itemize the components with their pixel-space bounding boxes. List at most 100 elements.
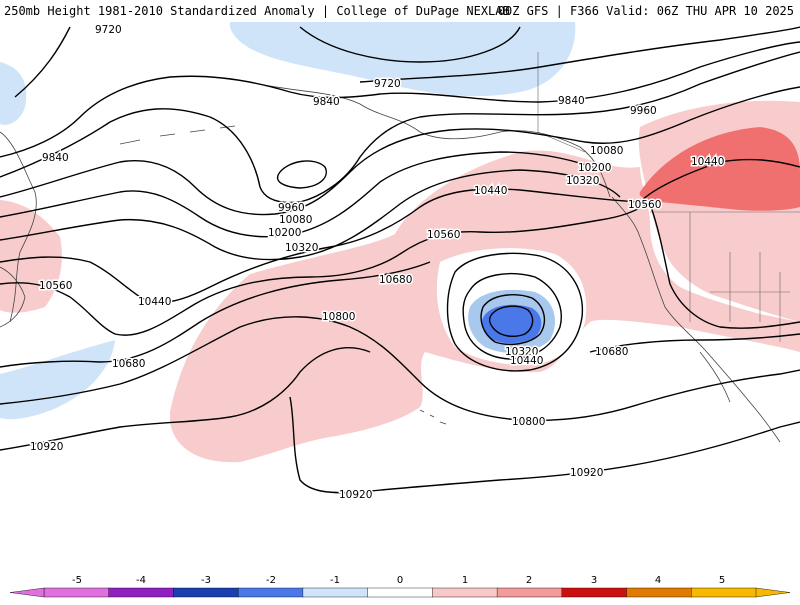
negative-anomaly-area-north: [229, 22, 576, 97]
contour-label: 10440: [474, 185, 507, 197]
contour-low-outer: [446, 252, 584, 372]
contour-label: 10200: [268, 227, 301, 239]
colorbar-segment: [367, 587, 434, 598]
canada-border: [537, 52, 586, 153]
colorbar-tick-label: -3: [201, 575, 211, 586]
baja-california: [699, 351, 731, 403]
us-state-borders: [650, 211, 800, 342]
anomaly-colorbar: -5 -4 -3 -2 -1 0 1 2 3 4 5: [0, 572, 800, 600]
colorbar-tick-label: -2: [266, 575, 276, 586]
height-contours: [0, 26, 800, 494]
contour-label: 10080: [279, 214, 312, 226]
positive-anomaly-area-west: [0, 200, 62, 313]
contour-label: 10320: [505, 346, 538, 358]
contour-10680-b: [589, 333, 800, 353]
colorbar-tick-label: -4: [136, 575, 146, 586]
contour-label: 9720: [95, 24, 122, 36]
map-title: 250mb Height 1981-2010 Standardized Anom…: [4, 4, 510, 18]
contour-label: 9840: [313, 96, 340, 108]
colorbar-segment: [561, 587, 628, 598]
contour-9960-main: [0, 51, 800, 204]
contour-label: 10560: [39, 280, 72, 292]
model-valid-time: 00Z GFS | F366 Valid: 06Z THU APR 10 202…: [497, 4, 794, 18]
colorbar-segment: [173, 587, 239, 598]
contour-9840-a: [0, 41, 800, 158]
contour-label: 10440: [510, 355, 543, 367]
colorbar-tick-label: 4: [655, 575, 661, 586]
colorbar-tick-label: 1: [462, 575, 468, 586]
contour-10920-b: [289, 396, 800, 494]
contour-label: 10560: [628, 199, 661, 211]
colorbar-ticks: -5 -4 -3 -2 -1 0 1 2 3 4 5: [72, 575, 725, 586]
contour-label: 10680: [379, 274, 412, 286]
map-canvas: 9720 9720 9840 9840 9840 9960 9960 10080…: [0, 22, 800, 503]
contour-label: 10440: [138, 296, 171, 308]
colorbar-arrow-low: [9, 587, 45, 598]
contour-10440-east: [639, 158, 800, 203]
contour-label: 10320: [285, 242, 318, 254]
negative-anomaly-area-southwest: [0, 340, 115, 420]
colorbar-tick-label: 5: [719, 575, 725, 586]
colorbar-tick-label: -5: [72, 575, 82, 586]
colorbar-tick-label: 0: [397, 575, 403, 586]
contour-9720-c: [359, 26, 800, 83]
contour-10440-north: [0, 188, 641, 303]
colorbar-canvas: -5 -4 -3 -2 -1 0 1 2 3 4 5: [9, 575, 791, 598]
colorbar-segment: [496, 587, 563, 598]
japan-coastline: [0, 266, 26, 328]
colorbar-tick-label: 2: [526, 575, 532, 586]
north-america-west-coast: [611, 196, 781, 443]
contour-10800-a: [0, 316, 800, 422]
colorbar-segment: [237, 587, 304, 598]
contour-label: 10920: [570, 467, 603, 479]
contour-10560-east: [649, 203, 800, 329]
contour-label: 9840: [42, 152, 69, 164]
contour-label: 10920: [30, 441, 63, 453]
contour-10680-a: [0, 261, 431, 368]
colorbar-segment: [691, 587, 757, 598]
colorbar-segment: [432, 587, 498, 598]
contour-low-10440: [462, 273, 562, 360]
colorbar-tick-label: -1: [330, 575, 340, 586]
strong-positive-anomaly-area: [639, 127, 800, 211]
contour-label: 9720: [374, 78, 401, 90]
contour-10560-north: [0, 201, 651, 336]
contour-label: 9840: [558, 95, 585, 107]
contour-label: 10800: [512, 416, 545, 428]
contour-label: 10680: [112, 358, 145, 370]
contour-labels: 9720 9720 9840 9840 9840 9960 9960 10080…: [29, 23, 726, 503]
contour-label: 10800: [322, 311, 355, 323]
contour-9720-a: [14, 26, 71, 98]
contour-label: 10920: [339, 489, 372, 501]
contour-low-10320: [480, 294, 546, 346]
colorbar-tick-label: 3: [591, 575, 597, 586]
contour-label: 9960: [630, 105, 657, 117]
contour-9960-closed: [276, 160, 327, 189]
colorbar-segment: [302, 587, 369, 598]
aleutian-islands: [119, 125, 236, 145]
colorbar-segment: [108, 587, 175, 598]
contour-label: 10200: [578, 162, 611, 174]
contour-label: 10560: [427, 229, 460, 241]
contour-10200: [0, 151, 601, 238]
contour-label: 10320: [566, 175, 599, 187]
contour-label: 10680: [595, 346, 628, 358]
contour-10920-a: [0, 347, 371, 451]
hawaii-islands: [419, 409, 447, 425]
colorbar-segment: [626, 587, 692, 598]
anomaly-shading: [0, 22, 800, 463]
contour-label: 10440: [691, 156, 724, 168]
negative-anomaly-area-northwest: [0, 62, 27, 125]
map-header: 250mb Height 1981-2010 Standardized Anom…: [0, 0, 800, 22]
colorbar-segment: [43, 587, 110, 598]
colorbar-segments: [9, 587, 791, 598]
contour-label: 10080: [590, 145, 623, 157]
height-anomaly-map: 9720 9720 9840 9840 9840 9960 9960 10080…: [0, 22, 800, 570]
contour-label: 9960: [278, 202, 305, 214]
contour-10080: [0, 86, 800, 216]
contour-9720-b: [299, 26, 521, 63]
contour-low-inner: [488, 305, 534, 338]
contour-10320: [0, 169, 621, 261]
colorbar-arrow-high: [755, 587, 791, 598]
